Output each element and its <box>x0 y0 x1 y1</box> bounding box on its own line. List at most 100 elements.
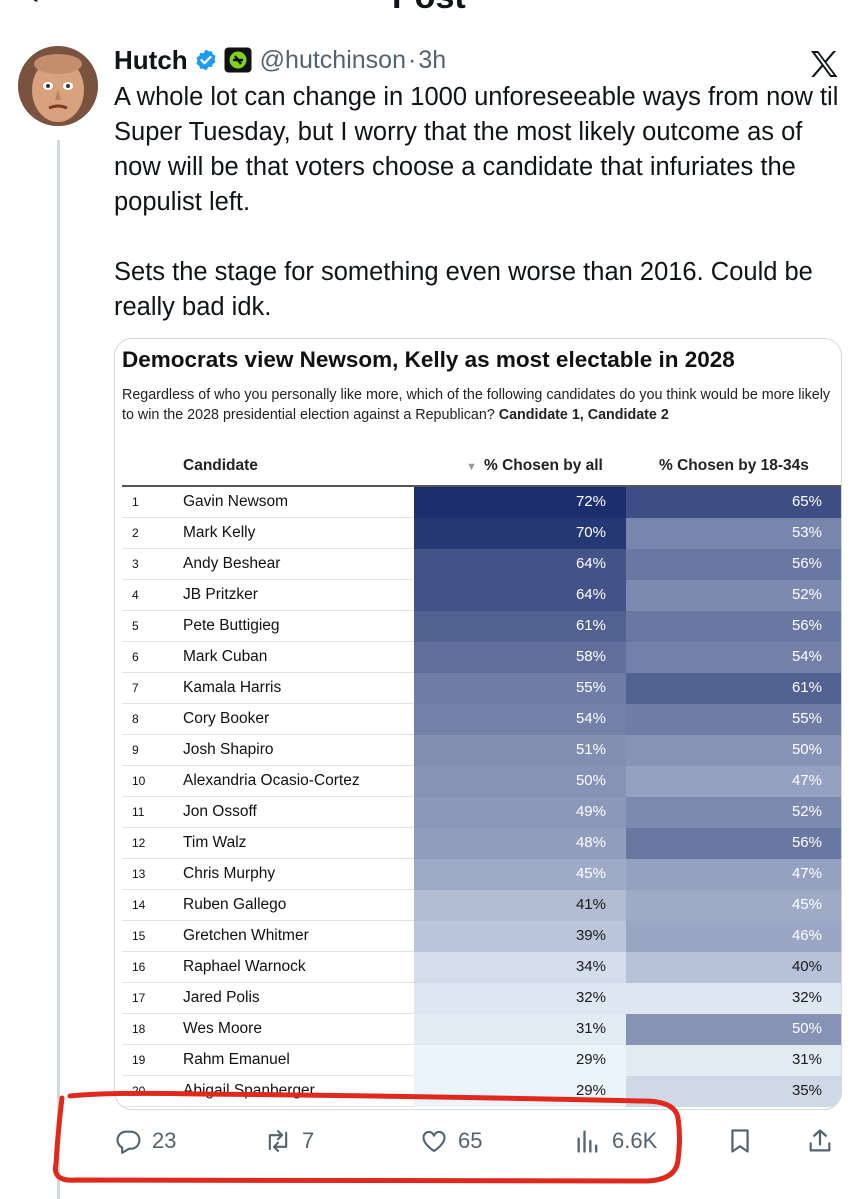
young-heat-cell: 55% <box>626 704 841 735</box>
young-heat-cell: 45% <box>626 890 841 921</box>
affiliate-logo-icon[interactable] <box>224 47 252 73</box>
young-value: 45% <box>791 896 822 913</box>
all-value: 70% <box>575 524 606 541</box>
young-heat-cell: 54% <box>626 642 841 673</box>
bookmark-icon <box>731 1129 749 1153</box>
column-header-candidate: Candidate <box>183 457 258 474</box>
table-row: 8 Cory Booker 54% 55% <box>122 704 841 735</box>
young-value: 47% <box>791 865 822 882</box>
young-value: 50% <box>791 1020 822 1037</box>
media-image-card[interactable]: Democrats view Newsom, Kelly as most ele… <box>114 338 842 1110</box>
candidate-cell: Tim Walz <box>183 834 247 851</box>
chart-title: Democrats view Newsom, Kelly as most ele… <box>122 347 735 372</box>
rank-cell: 16 <box>132 960 146 974</box>
table-row: 7 Kamala Harris 55% 61% <box>122 673 841 704</box>
author-handle[interactable]: @hutchinson <box>259 45 406 74</box>
table-row: 11 Jon Ossoff 49% 52% <box>122 797 841 828</box>
all-heat-cell: 29% <box>414 1076 626 1107</box>
reply-button[interactable]: 23 <box>114 1124 176 1158</box>
all-value: 55% <box>575 679 606 696</box>
all-heat-cell: 48% <box>414 828 626 859</box>
rank-cell: 7 <box>132 681 139 695</box>
young-heat-cell: 31% <box>626 1045 841 1076</box>
all-value: 41% <box>575 896 606 913</box>
candidate-cell: Ruben Gallego <box>183 896 287 913</box>
young-value: 46% <box>791 927 822 944</box>
young-heat-cell: 35% <box>626 1076 841 1107</box>
all-value: 29% <box>575 1051 606 1068</box>
young-heat-cell: 40% <box>626 952 841 983</box>
tweet-header: Hutch @hutchinson · 3h <box>114 44 446 76</box>
column-header-young: % Chosen by 18-34s <box>659 457 809 474</box>
tweet-text: A whole lot can change in 1000 unforesee… <box>114 80 854 325</box>
table-row: 13 Chris Murphy 45% 47% <box>122 859 841 890</box>
candidate-cell: Pete Buttigieg <box>183 617 280 634</box>
rank-cell: 1 <box>132 495 139 509</box>
young-heat-cell: 47% <box>626 859 841 890</box>
candidate-cell: Cory Booker <box>183 710 270 727</box>
young-heat-cell: 32% <box>626 983 841 1014</box>
rank-cell: 5 <box>132 619 139 633</box>
avatar[interactable] <box>18 46 98 126</box>
table-row: 15 Gretchen Whitmer 39% 46% <box>122 921 841 952</box>
young-value: 55% <box>791 710 822 727</box>
table-row: 16 Raphael Warnock 34% 40% <box>122 952 841 983</box>
young-value: 31% <box>791 1051 822 1068</box>
rank-cell: 14 <box>132 898 146 912</box>
header-divider <box>122 485 841 487</box>
rank-cell: 19 <box>132 1053 146 1067</box>
post-time[interactable]: 3h <box>418 45 447 74</box>
candidate-cell: Mark Kelly <box>183 524 256 541</box>
young-value: 61% <box>791 679 822 696</box>
young-value: 47% <box>791 772 822 789</box>
rank-cell: 20 <box>132 1084 146 1098</box>
author-name[interactable]: Hutch <box>114 44 188 75</box>
candidate-cell: Jared Polis <box>183 989 260 1006</box>
column-header-all: % Chosen by all <box>484 457 603 474</box>
share-button[interactable] <box>806 1124 834 1158</box>
young-value: 35% <box>791 1082 822 1099</box>
table-row: 2 Mark Kelly 70% 53% <box>122 518 841 549</box>
table-row: 6 Mark Cuban 58% 54% <box>122 642 841 673</box>
young-value: 50% <box>791 741 822 758</box>
all-heat-cell: 41% <box>414 890 626 921</box>
rank-cell: 8 <box>132 712 139 726</box>
young-heat-cell: 46% <box>626 921 841 952</box>
all-heat-cell: 64% <box>414 580 626 611</box>
like-count: 65 <box>458 1128 483 1153</box>
top-nav-bar: ‹ Post <box>0 0 860 16</box>
reply-count: 23 <box>152 1128 177 1153</box>
tweet-paragraph: A whole lot can change in 1000 unforesee… <box>114 83 839 216</box>
all-value: 31% <box>575 1020 606 1037</box>
young-value: 52% <box>791 803 822 820</box>
candidate-cell: Kamala Harris <box>183 679 282 696</box>
all-value: 72% <box>575 493 606 510</box>
candidate-cell: Jon Ossoff <box>183 803 257 820</box>
all-value: 29% <box>575 1082 606 1099</box>
bookmark-button[interactable] <box>726 1124 754 1158</box>
views-button[interactable]: 6.6K <box>574 1124 657 1158</box>
table-row: 14 Ruben Gallego 41% 45% <box>122 890 841 921</box>
all-heat-cell: 58% <box>414 642 626 673</box>
view-count: 6.6K <box>612 1128 658 1153</box>
all-heat-cell: 39% <box>414 921 626 952</box>
young-heat-cell: 50% <box>626 735 841 766</box>
young-value: 54% <box>791 648 822 665</box>
like-button[interactable]: 65 <box>420 1124 482 1158</box>
repost-button[interactable]: 7 <box>264 1124 314 1158</box>
repost-icon <box>268 1130 288 1152</box>
all-value: 32% <box>575 989 606 1006</box>
back-arrow-icon[interactable]: ‹ <box>28 0 39 13</box>
young-heat-cell: 56% <box>626 828 841 859</box>
table-header: Candidate ▼ % Chosen by all % Chosen by … <box>122 455 841 487</box>
all-value: 58% <box>575 648 606 665</box>
candidate-cell: Chris Murphy <box>183 865 276 882</box>
young-value: 40% <box>791 958 822 975</box>
reply-icon <box>116 1130 141 1154</box>
repost-count: 7 <box>302 1128 315 1153</box>
young-heat-cell: 56% <box>626 611 841 642</box>
young-heat-cell: 65% <box>626 487 841 518</box>
all-value: 64% <box>575 586 606 603</box>
rank-cell: 15 <box>132 929 146 943</box>
views-chart-icon <box>577 1130 598 1153</box>
